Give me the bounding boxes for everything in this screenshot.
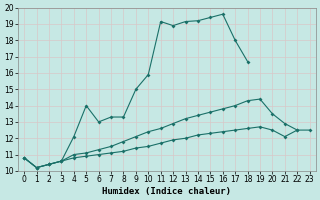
X-axis label: Humidex (Indice chaleur): Humidex (Indice chaleur): [102, 187, 231, 196]
